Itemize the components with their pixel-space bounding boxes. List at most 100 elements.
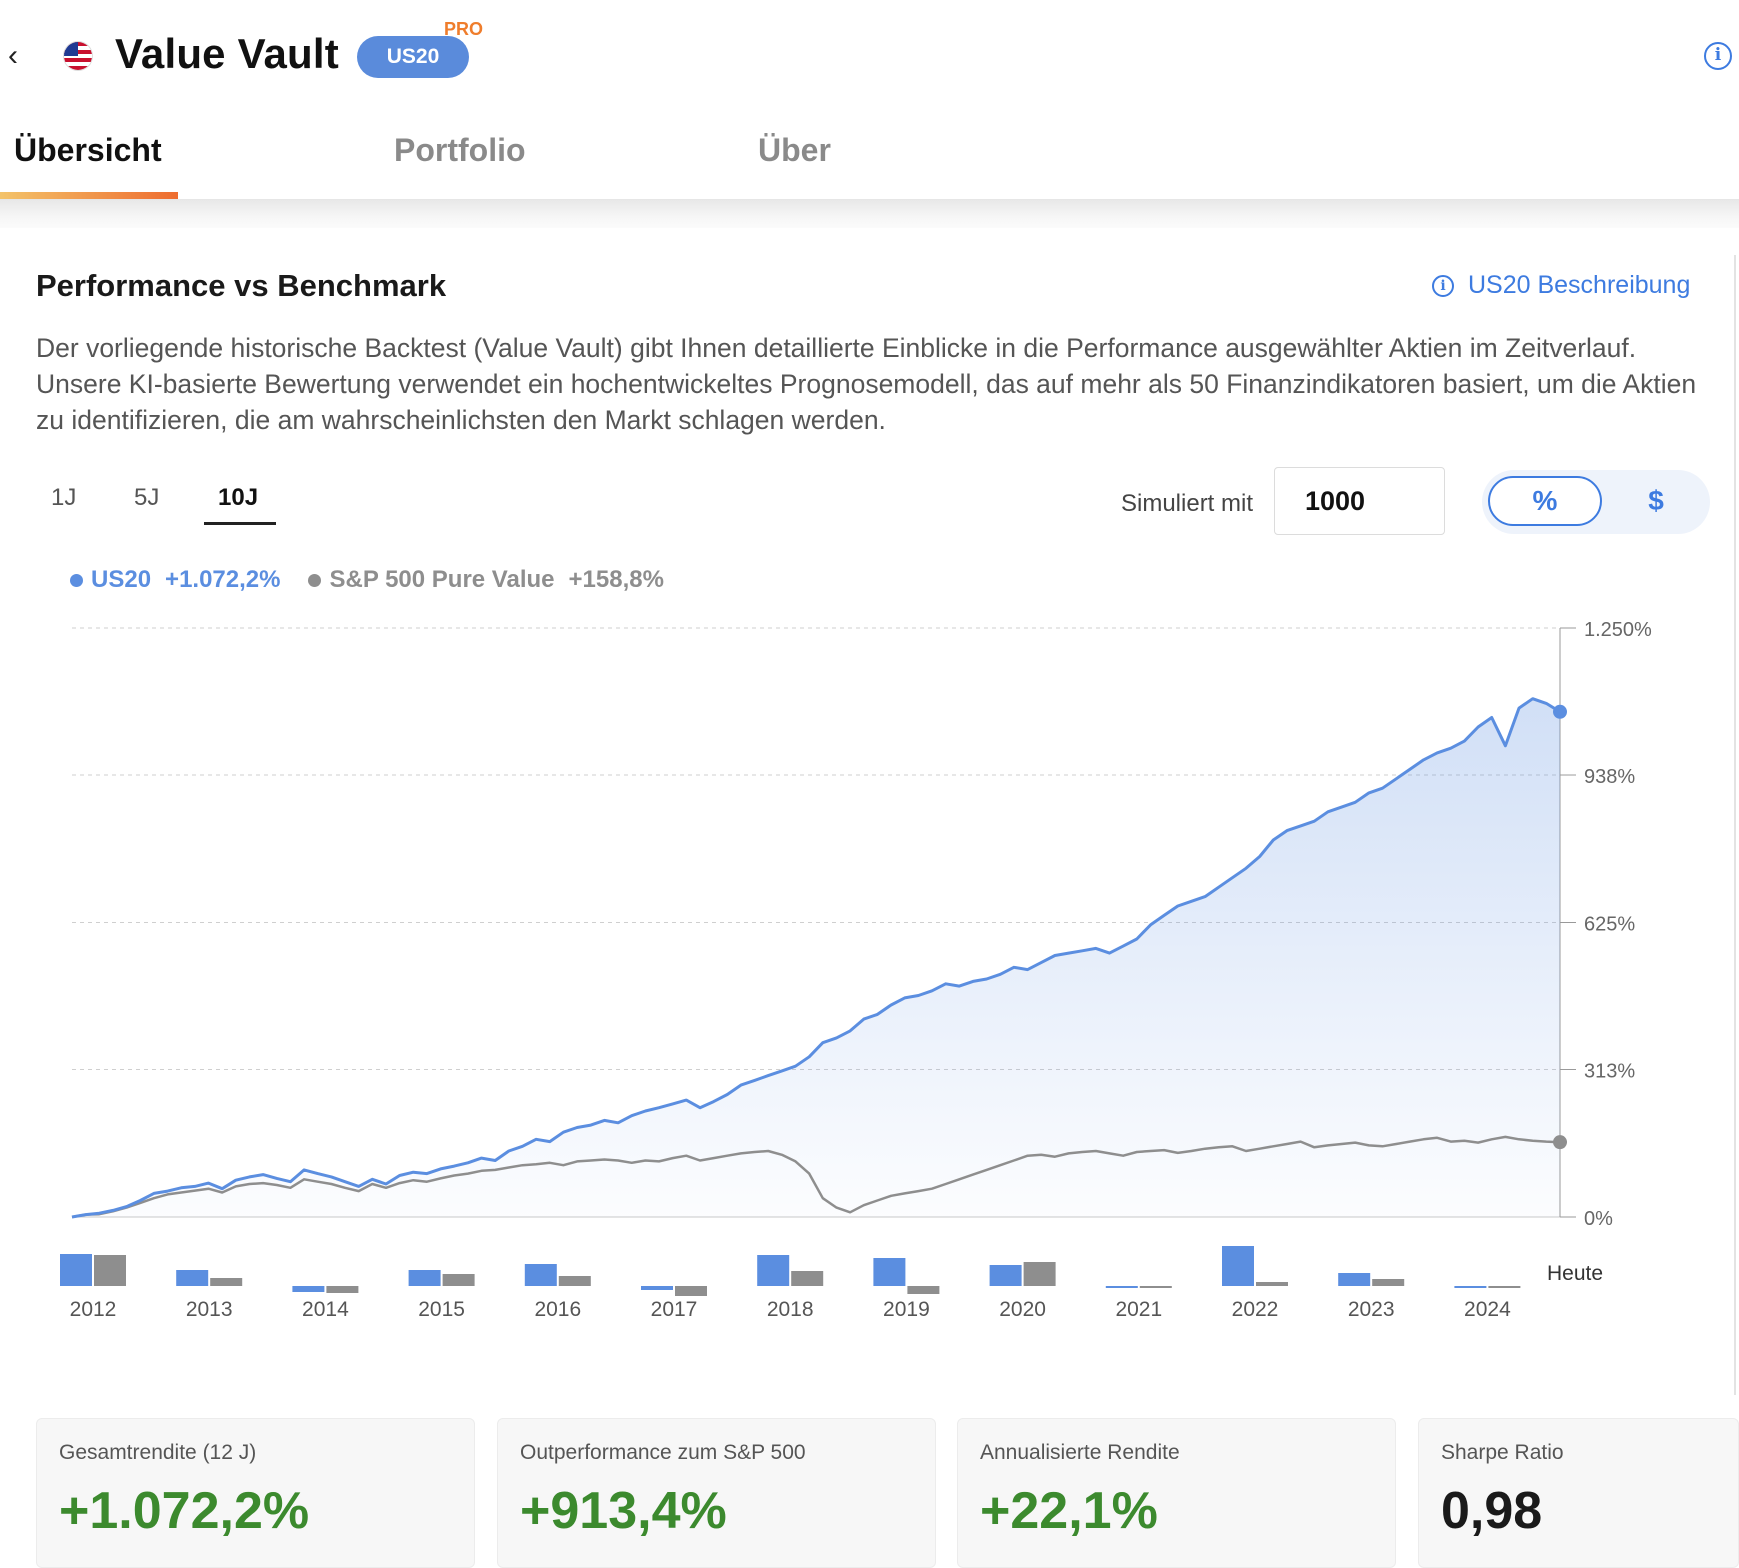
stat-label: Gesamtrendite (12 J): [59, 1441, 257, 1464]
toggle-dollar[interactable]: $: [1648, 485, 1664, 516]
stat-value: +22,1%: [980, 1482, 1158, 1540]
year-label: 2024: [1464, 1298, 1511, 1321]
year-label: 2022: [1232, 1298, 1279, 1321]
benchmark-year-bar: [326, 1286, 359, 1293]
info-icon: i: [1432, 274, 1454, 297]
performance-chart: 1.250% 938% 625% 313% 0% 2012 2013 2014 2015 201…: [60, 619, 1652, 1321]
year-label: 2018: [767, 1298, 814, 1321]
legend-name: US20: [91, 566, 152, 593]
stat-card-total-return: Gesamtrendite (12 J) +1.072,2%: [36, 1418, 475, 1568]
benchmark-year-bar: [210, 1278, 243, 1286]
stat-value: +1.072,2%: [59, 1482, 310, 1540]
range-tab-5y[interactable]: 5J: [134, 484, 160, 511]
chart-legend: US20 +1.072,2% S&P 500 Pure Value +158,8…: [70, 566, 664, 594]
active-tab-indicator: [0, 192, 178, 199]
us20-year-bar: [1454, 1286, 1487, 1288]
us20-year-bar: [408, 1270, 441, 1286]
stat-value: +913,4%: [520, 1482, 727, 1540]
benchmark-year-bar: [1023, 1262, 1056, 1286]
us-flag-icon: [64, 42, 92, 70]
range-tab-10y[interactable]: 10J: [218, 484, 259, 511]
year-label: 2021: [1115, 1298, 1162, 1321]
legend-name: S&P 500 Pure Value: [329, 566, 555, 593]
us20-year-bar: [292, 1286, 325, 1292]
stat-card-annualized-return: Annualisierte Rendite +22,1%: [957, 1418, 1396, 1568]
us20-year-bar: [757, 1255, 790, 1286]
app-header: ‹ Value Vault US20 PRO i: [0, 0, 1739, 110]
us20-year-bar: [524, 1264, 557, 1286]
legend-value: +158,8%: [568, 566, 664, 593]
stat-value: 0,98: [1441, 1482, 1543, 1540]
unit-toggle: % $: [1482, 470, 1710, 534]
section-title: Performance vs Benchmark: [36, 268, 447, 303]
card-edge: [1734, 255, 1736, 1395]
y-tick-label: 313%: [1584, 1061, 1635, 1083]
benchmark-year-bar: [1256, 1282, 1288, 1286]
year-label: 2013: [186, 1298, 233, 1321]
benchmark-year-bar: [442, 1274, 475, 1286]
back-arrow-icon[interactable]: ‹: [8, 39, 18, 72]
pro-tag: PRO: [444, 19, 484, 39]
info-icon[interactable]: i: [1704, 42, 1732, 70]
stat-card-sharpe-ratio: Sharpe Ratio 0,98: [1418, 1418, 1739, 1568]
today-label: Heute: [1547, 1262, 1603, 1285]
stat-label: Annualisierte Rendite: [980, 1441, 1180, 1464]
us20-year-bar: [1105, 1286, 1138, 1288]
year-label: 2012: [70, 1298, 117, 1321]
us20-area: [72, 698, 1560, 1217]
year-label: 2019: [883, 1298, 930, 1321]
tab-portfolio[interactable]: Portfolio: [394, 132, 526, 168]
y-tick-label: 0%: [1584, 1208, 1613, 1230]
legend-item-us20[interactable]: US20 +1.072,2%: [70, 566, 280, 594]
legend-dot: [70, 573, 83, 587]
year-label: 2023: [1348, 1298, 1395, 1321]
tabs-divider: [0, 200, 1739, 228]
simulation-amount-input[interactable]: [1274, 467, 1445, 535]
stat-card-outperformance: Outperformance zum S&P 500 +913,4%: [497, 1418, 936, 1568]
main-tabs: Übersicht Portfolio Über: [0, 110, 1739, 200]
benchmark-year-bar: [907, 1286, 940, 1294]
us20-endpoint: [1553, 704, 1567, 719]
stat-label: Outperformance zum S&P 500: [520, 1441, 806, 1464]
year-label: 2020: [999, 1298, 1046, 1321]
benchmark-year-bar: [1488, 1286, 1521, 1288]
us20-year-bar: [873, 1258, 906, 1286]
us20-year-bar: [989, 1265, 1022, 1286]
year-label: 2017: [651, 1298, 698, 1321]
strategy-badge: US20: [357, 36, 469, 78]
us20-year-bar: [1338, 1273, 1371, 1286]
description-link[interactable]: i US20 Beschreibung: [1432, 271, 1690, 300]
us20-year-bar: [1222, 1246, 1254, 1286]
range-tab-1y[interactable]: 1J: [51, 484, 77, 511]
benchmark-endpoint: [1553, 1135, 1567, 1150]
section-description: Der vorliegende historische Backtest (Va…: [36, 333, 1697, 435]
y-tick-label: 1.250%: [1584, 619, 1652, 641]
us20-year-bar: [60, 1254, 92, 1286]
strategy-title: Value Vault: [115, 30, 339, 77]
legend-item-benchmark[interactable]: S&P 500 Pure Value +158,8%: [308, 566, 664, 594]
us20-year-bar: [641, 1286, 673, 1290]
y-tick-label: 938%: [1584, 766, 1635, 788]
tab-about[interactable]: Über: [758, 132, 831, 168]
benchmark-year-bar: [675, 1286, 707, 1296]
y-tick-label: 625%: [1584, 914, 1635, 936]
description-link-label: US20 Beschreibung: [1468, 271, 1691, 299]
benchmark-year-bar: [1139, 1286, 1172, 1288]
range-tab-indicator: [204, 522, 276, 525]
benchmark-year-bar: [791, 1271, 824, 1286]
legend-dot: [308, 573, 322, 587]
tab-overview[interactable]: Übersicht: [14, 132, 162, 168]
toggle-percent[interactable]: %: [1488, 476, 1602, 526]
year-label: 2014: [302, 1298, 349, 1321]
benchmark-year-bar: [94, 1255, 126, 1286]
us20-line: [71, 697, 1561, 1219]
benchmark-line: [71, 1135, 1561, 1219]
year-label: 2015: [418, 1298, 465, 1321]
benchmark-year-bar: [558, 1276, 591, 1286]
simulation-label: Simuliert mit: [1121, 490, 1254, 517]
legend-value: +1.072,2%: [165, 566, 281, 593]
stat-label: Sharpe Ratio: [1441, 1441, 1564, 1464]
us20-year-bar: [176, 1270, 209, 1286]
benchmark-year-bar: [1372, 1279, 1405, 1286]
year-label: 2016: [534, 1298, 581, 1321]
